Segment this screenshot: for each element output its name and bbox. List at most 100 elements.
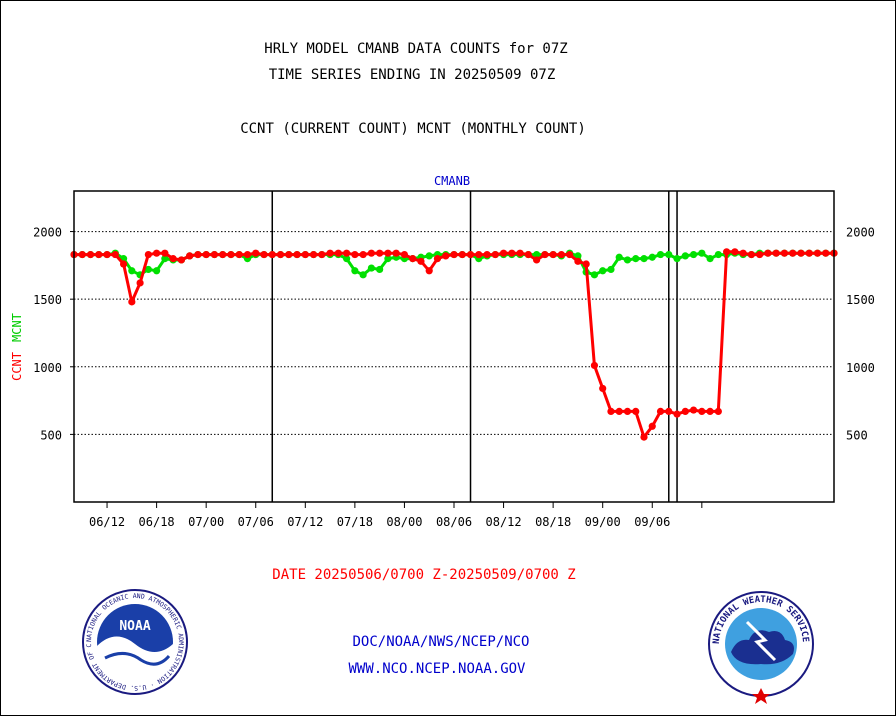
series-point-ccnt [706, 407, 714, 416]
series-point-ccnt [780, 249, 789, 257]
series-point-mcnt [343, 255, 351, 263]
series-point-mcnt [425, 252, 433, 260]
x-tick-label: 09/00 [585, 515, 621, 529]
series-point-ccnt [409, 255, 417, 263]
x-tick-label: 08/06 [436, 515, 472, 529]
series-point-ccnt [326, 249, 334, 257]
series-point-ccnt [384, 249, 392, 257]
x-tick-label: 08/12 [486, 515, 522, 529]
series-point-ccnt [789, 249, 797, 257]
y-tick-label-left: 500 [40, 428, 62, 442]
series-point-ccnt [665, 407, 673, 416]
series-point-ccnt [219, 250, 227, 259]
series-point-ccnt [681, 407, 689, 416]
series-point-ccnt [95, 250, 103, 259]
series-point-ccnt [599, 384, 607, 393]
series-point-ccnt [491, 250, 499, 259]
series-point-ccnt [805, 249, 813, 257]
grid-layer [74, 191, 834, 502]
series-point-ccnt [797, 249, 805, 257]
x-tick-label: 07/12 [287, 515, 323, 529]
series-point-ccnt [450, 250, 458, 259]
x-tick-label: 06/12 [89, 515, 125, 529]
series-point-ccnt [549, 250, 557, 259]
series-point-mcnt [607, 265, 615, 274]
y-tick-label-left: 2000 [33, 226, 62, 240]
series-point-ccnt [169, 255, 177, 263]
series-point-mcnt [648, 253, 656, 261]
series-point-ccnt [541, 250, 549, 259]
series-point-ccnt [499, 249, 508, 257]
series-point-ccnt [615, 407, 623, 416]
series-point-mcnt [533, 250, 541, 259]
series-point-ccnt [260, 250, 268, 259]
series-point-ccnt [227, 250, 235, 259]
x-tick-label: 07/18 [337, 515, 373, 529]
series-point-ccnt [268, 250, 276, 259]
series-point-ccnt [301, 250, 309, 259]
x-tick-label: 08/18 [535, 515, 571, 529]
series-point-ccnt [318, 250, 326, 259]
series-point-mcnt [706, 255, 714, 263]
series-point-mcnt [367, 264, 375, 272]
series-point-ccnt [144, 250, 152, 259]
series-point-ccnt [582, 260, 590, 268]
series-point-ccnt [442, 252, 450, 260]
series-point-ccnt [343, 249, 351, 257]
series-point-ccnt [243, 250, 252, 259]
series-point-ccnt [723, 248, 731, 256]
svg-text:CCNTMCNT: CCNT MCNT [10, 313, 24, 381]
series-point-mcnt [714, 250, 722, 259]
noaa-logo-text: NOAA [119, 619, 150, 634]
date-range-label: DATE 20250506/0700 Z-20250509/0700 Z [272, 567, 575, 583]
nws-logo: NATIONAL WEATHER SERVICE [708, 591, 814, 704]
series-point-mcnt [153, 267, 161, 275]
series-point-ccnt [177, 256, 185, 264]
series-point-ccnt [731, 248, 739, 256]
series-point-ccnt [516, 249, 524, 257]
series-point-ccnt [210, 250, 219, 259]
series-point-mcnt [640, 255, 648, 263]
series-point-ccnt [153, 249, 161, 257]
series-layer [70, 248, 838, 441]
series-point-ccnt [111, 250, 119, 259]
series-point-ccnt [103, 250, 111, 259]
series-point-ccnt [533, 256, 541, 264]
x-tick-label: 08/00 [386, 515, 422, 529]
series-point-ccnt [392, 249, 400, 257]
series-point-ccnt [475, 250, 483, 259]
series-point-mcnt [665, 250, 673, 259]
website-link[interactable]: WWW.NCO.NCEP.NOAA.GOV [348, 661, 526, 677]
series-point-ccnt [417, 257, 425, 265]
series-point-mcnt [698, 249, 706, 257]
series-point-ccnt [656, 407, 665, 416]
x-tick-label: 09/06 [634, 515, 670, 529]
series-point-ccnt [86, 250, 95, 259]
y-tick-layer: 500 500 1000 1000 1500 1500 2000 2000 [33, 226, 875, 443]
series-point-mcnt [615, 253, 623, 261]
chart-title-line1: HRLY MODEL CMANB DATA COUNTS for 07Z [264, 41, 567, 57]
series-point-mcnt [144, 265, 152, 274]
ylabel-mcnt: MCNT [10, 313, 24, 342]
series-point-ccnt [566, 250, 574, 259]
x-tick-layer: 06/12 06/18 07/00 07/06 07/12 07/18 08/00 08/06… [89, 502, 703, 529]
series-point-mcnt [359, 271, 367, 279]
series-point-ccnt [623, 407, 632, 416]
series-point-ccnt [822, 249, 830, 257]
series-point-ccnt [557, 250, 565, 259]
series-point-ccnt [334, 249, 342, 257]
station-label: CMANB [434, 174, 470, 188]
series-point-ccnt [590, 361, 599, 370]
org-link[interactable]: DOC/NOAA/NWS/NCEP/NCO [352, 634, 529, 650]
series-point-ccnt [632, 407, 640, 416]
series-point-mcnt [384, 255, 392, 263]
series-point-ccnt [640, 433, 648, 441]
series-point-mcnt [351, 267, 359, 275]
series-point-mcnt [623, 256, 632, 264]
series-point-ccnt [309, 250, 318, 259]
y-tick-label-right: 2000 [846, 226, 875, 240]
series-point-ccnt [376, 249, 384, 257]
series-point-mcnt [689, 250, 698, 259]
series-point-mcnt [128, 267, 136, 275]
series-point-ccnt [747, 250, 755, 259]
